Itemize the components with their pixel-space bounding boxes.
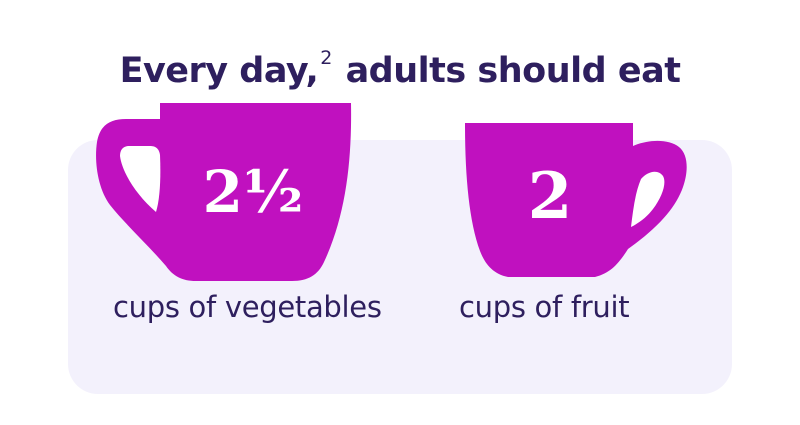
footnote-marker: 2 xyxy=(320,47,332,70)
page-title: Every day, 2 adults should eat xyxy=(0,47,800,92)
vegetables-label: cups of vegetables xyxy=(113,290,382,324)
fruit-cup-icon: 2 xyxy=(463,121,693,279)
title-lead: Every day, xyxy=(119,51,319,92)
fruit-label: cups of fruit xyxy=(459,290,630,324)
fruit-amount: 2 xyxy=(527,159,573,234)
title-tail: adults should eat xyxy=(345,51,681,92)
vegetables-cup-icon: 2½ xyxy=(96,100,356,282)
vegetables-amount: 2½ xyxy=(202,158,304,226)
